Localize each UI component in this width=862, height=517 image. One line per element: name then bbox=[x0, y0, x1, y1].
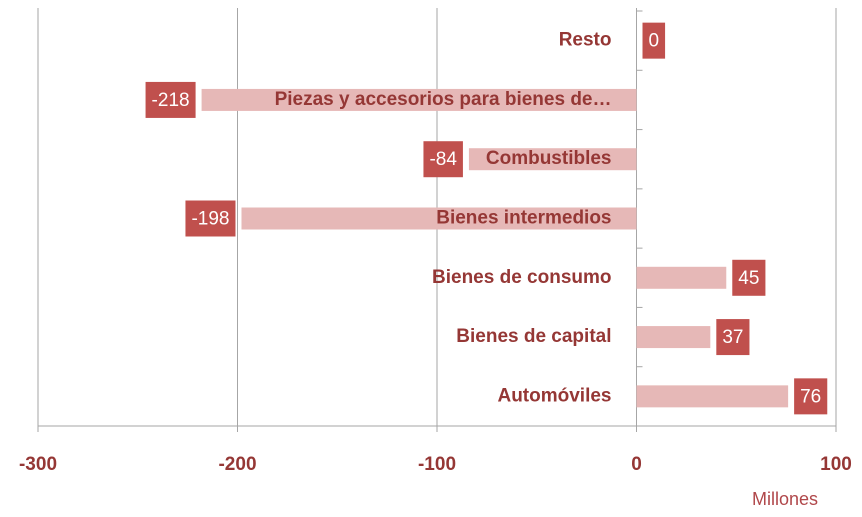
value-label: -84 bbox=[429, 149, 457, 170]
value-label: 45 bbox=[738, 268, 759, 289]
x-tick-label: 100 bbox=[820, 454, 852, 475]
value-label-box bbox=[794, 378, 828, 415]
category-label: Piezas y accesorios para bienes de… bbox=[275, 89, 612, 110]
x-tick-label: 0 bbox=[631, 454, 642, 475]
value-label: 76 bbox=[800, 386, 821, 407]
value-label-box bbox=[642, 22, 666, 59]
bar bbox=[636, 266, 727, 289]
value-label-box bbox=[716, 319, 750, 356]
bar bbox=[201, 88, 637, 111]
value-label-box bbox=[185, 200, 236, 237]
category-label: Resto bbox=[559, 30, 612, 51]
category-label: Automóviles bbox=[497, 385, 611, 406]
x-tick-label: -100 bbox=[418, 454, 456, 475]
x-axis-title: Millones bbox=[752, 489, 818, 509]
x-tick-label: -300 bbox=[19, 454, 57, 475]
bar bbox=[636, 385, 789, 408]
value-label: 0 bbox=[649, 31, 660, 52]
x-tick-label: -200 bbox=[218, 454, 256, 475]
value-label-box bbox=[145, 81, 196, 118]
category-label: Combustibles bbox=[486, 148, 612, 169]
bar bbox=[241, 207, 637, 230]
value-label: -218 bbox=[152, 90, 190, 111]
category-label: Bienes de capital bbox=[456, 326, 611, 347]
category-label: Bienes intermedios bbox=[436, 208, 611, 229]
bar bbox=[468, 148, 637, 171]
value-label-box bbox=[423, 141, 463, 178]
value-label-box bbox=[732, 259, 766, 296]
value-label: -198 bbox=[191, 209, 229, 230]
bar bbox=[636, 326, 711, 349]
value-label: 37 bbox=[722, 327, 743, 348]
category-label: Bienes de consumo bbox=[432, 267, 612, 288]
